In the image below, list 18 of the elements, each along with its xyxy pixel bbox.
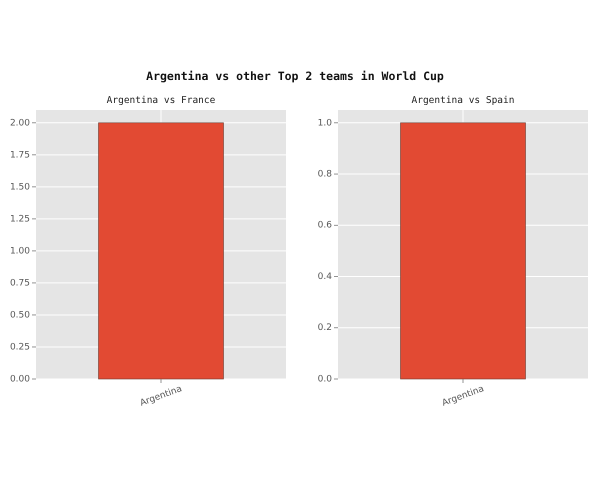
y-tick-label: 0.6	[318, 220, 332, 231]
y-tick-label: 0.4	[318, 272, 332, 282]
y-tick-label: 1.00	[10, 246, 30, 256]
y-tick-label: 0.25	[10, 342, 30, 352]
y-tick-label: 1.0	[318, 118, 332, 128]
y-tick-label: 0.50	[10, 310, 30, 320]
y-tick-label: 0.8	[318, 170, 332, 180]
y-tick-label: 0.2	[318, 323, 332, 334]
y-tick-label: 0.00	[10, 374, 30, 384]
y-tick-label: 2.00	[10, 118, 30, 128]
y-tick-label: 0.0	[318, 374, 332, 384]
y-tick-label: 1.50	[10, 182, 30, 192]
y-tick-label: 0.75	[10, 278, 30, 288]
text: Argentina vs other Top 2 teams in World Cup	[146, 69, 444, 83]
chart-title: Argentina vs Spain	[412, 95, 514, 106]
chart-title: Argentina vs France	[106, 95, 216, 106]
y-tick-label: 1.25	[10, 214, 30, 224]
y-tick-label: 1.75	[10, 150, 30, 160]
